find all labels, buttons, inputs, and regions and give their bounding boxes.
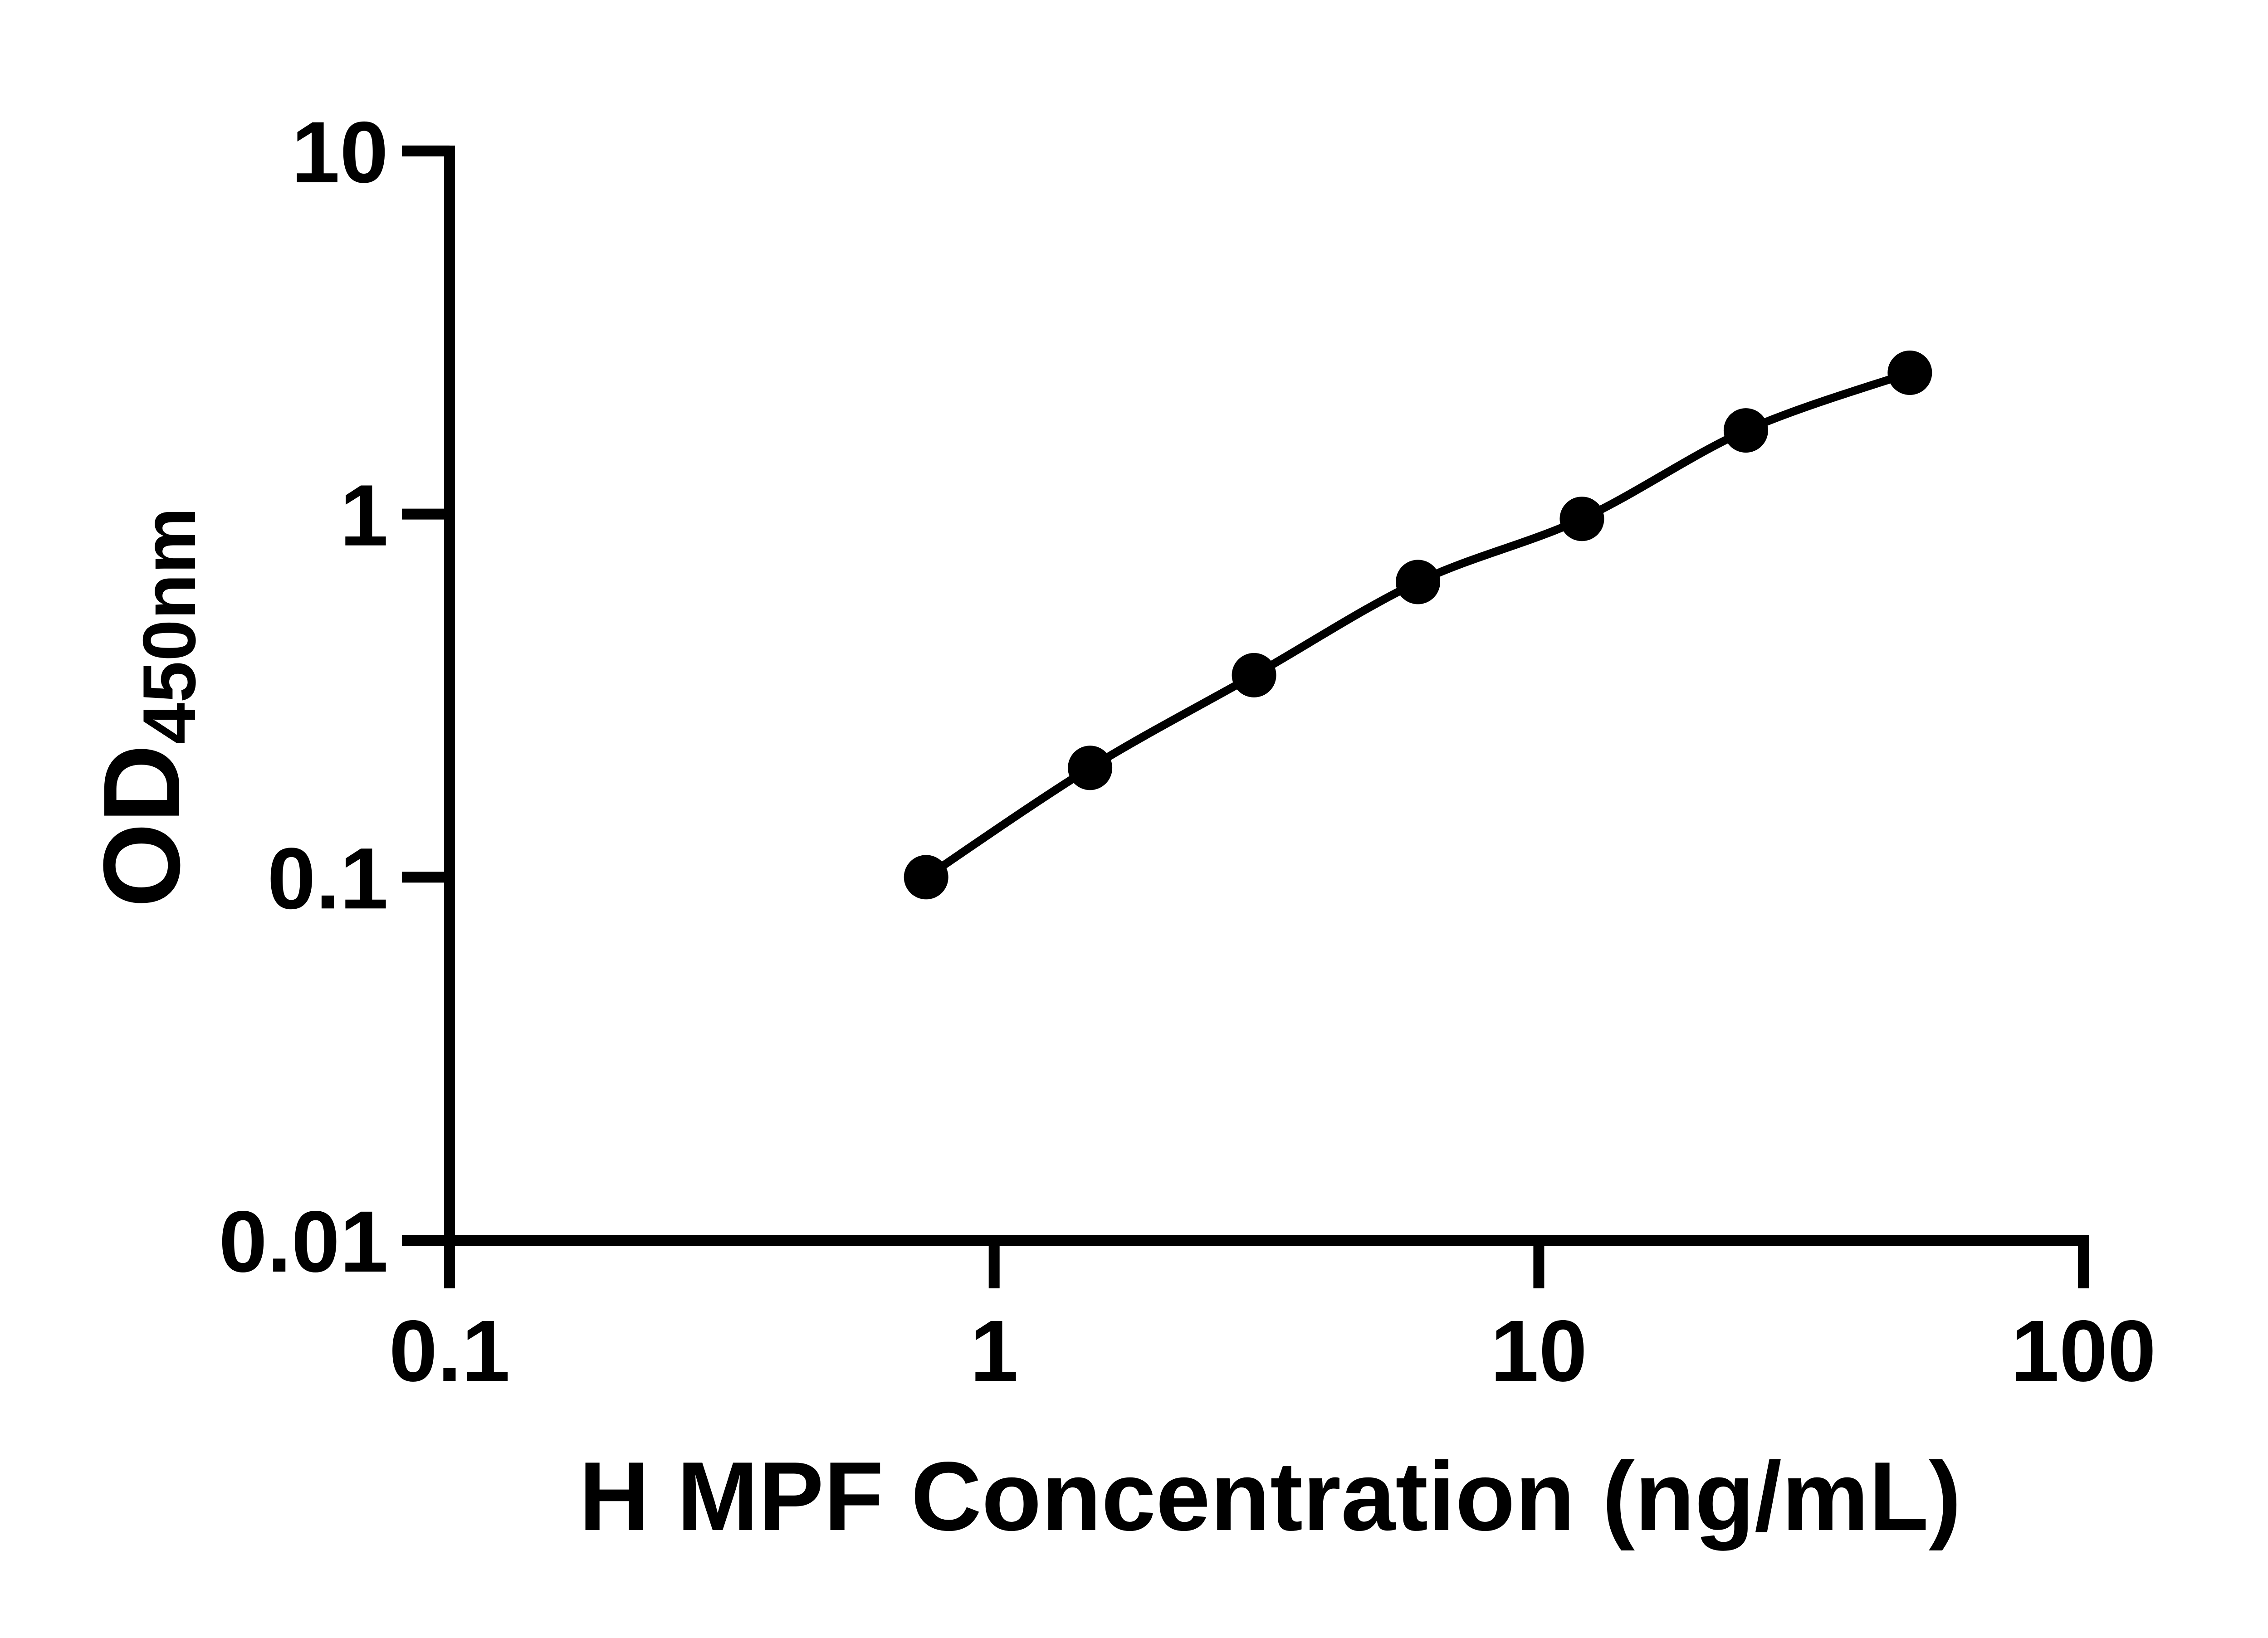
data-point-dot — [1396, 560, 1441, 604]
x-tick-label: 10 — [1491, 1302, 1588, 1399]
y-tick-label: 10 — [291, 103, 388, 201]
data-point-dot — [904, 855, 948, 900]
x-tick-label: 1 — [970, 1302, 1018, 1399]
y-axis-title-subscript: 450nm — [127, 507, 211, 745]
x-axis-title: H MPF Concentration (ng/mL) — [579, 1441, 1961, 1551]
data-point-dot — [1232, 653, 1276, 697]
data-point-dot — [1559, 497, 1604, 541]
data-point-dot — [1068, 746, 1113, 790]
data-point-dot — [1887, 350, 1932, 395]
y-tick-label: 0.01 — [219, 1193, 388, 1290]
x-tick-label: 100 — [2011, 1302, 2156, 1399]
x-tick-label: 0.1 — [389, 1302, 510, 1399]
standard-curve-line — [922, 369, 1914, 882]
tick-marks — [402, 145, 2089, 1288]
y-axis-title-main: OD — [81, 744, 202, 907]
y-tick-label: 0.1 — [267, 829, 388, 927]
y-tick-label: 1 — [340, 467, 388, 564]
axes — [444, 146, 2089, 1246]
data-point-dot — [1723, 408, 1768, 453]
y-axis-title: OD450nm — [81, 507, 211, 908]
data-series — [904, 350, 1932, 900]
